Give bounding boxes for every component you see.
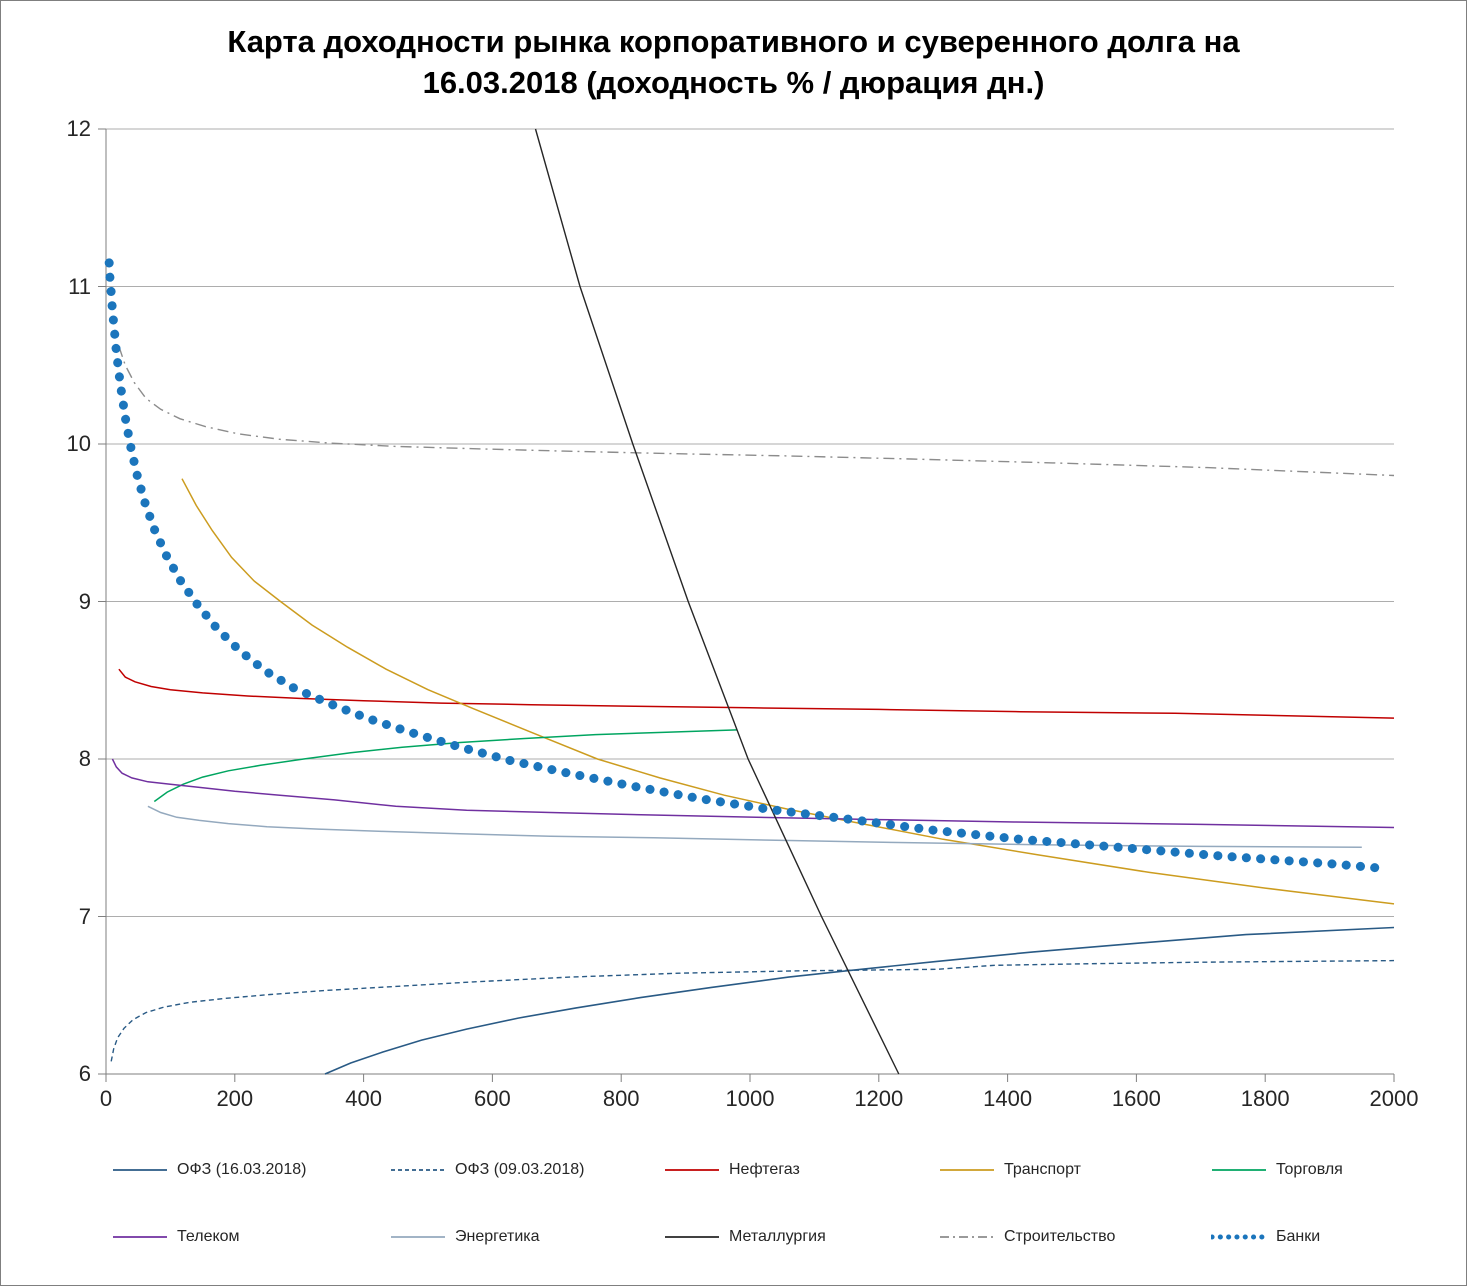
legend-item-ofz-09: ОФЗ (09.03.2018) — [390, 1159, 584, 1181]
legend-marker-transport-icon — [940, 1169, 994, 1171]
legend-marker-metallurgiya-icon — [665, 1236, 719, 1238]
y-tick-label-11: 11 — [68, 273, 91, 299]
x-tick-label-600: 600 — [474, 1086, 511, 1111]
x-tick-label-0: 0 — [99, 1086, 113, 1111]
y-tick-label-6: 6 — [78, 1061, 91, 1086]
x-tick-label-200: 200 — [216, 1086, 254, 1111]
legend-label-energetika: Энергетика — [455, 1228, 540, 1245]
x-tick-label-800: 800 — [602, 1086, 640, 1111]
legend-item-neftegaz: Нефтегаз — [664, 1159, 800, 1181]
legend-label-telekom: Телеком — [177, 1228, 240, 1245]
legend-label-metallurgiya: Металлургия — [729, 1228, 826, 1245]
legend-marker-banki-icon — [1211, 1234, 1267, 1240]
legend-marker-stroitelstvo-icon — [940, 1236, 994, 1238]
series-line-metallurgiya — [534, 128, 900, 1075]
legend-item-transport: Транспорт — [939, 1159, 1081, 1181]
series-line-stroitelstvo — [118, 346, 1395, 477]
series-line-ofz-16 — [324, 926, 1395, 1075]
y-tick-label-10: 10 — [66, 431, 91, 456]
legend-label-torgovlya: Торговля — [1276, 1161, 1343, 1178]
legend-label-banki: Банки — [1276, 1228, 1321, 1245]
legend-marker-telekom-icon — [113, 1236, 167, 1238]
legend-marker-torgovlya-icon — [1212, 1169, 1266, 1171]
legend-item-banki: Банки — [1211, 1226, 1320, 1248]
chart-title: Карта доходности рынка корпоративного и … — [1, 21, 1466, 103]
series-line-ofz-09 — [110, 959, 1395, 1062]
y-tick-label-7: 7 — [78, 903, 91, 929]
legend-label-stroitelstvo: Строительство — [1004, 1228, 1116, 1245]
x-tick-label-1800: 1800 — [1240, 1086, 1290, 1111]
series-line-transport — [181, 478, 1395, 905]
series-line-banki — [104, 258, 1389, 873]
x-tick-label-1600: 1600 — [1111, 1086, 1161, 1111]
legend-marker-energetika-icon — [391, 1236, 445, 1238]
legend-item-telekom: Телеком — [112, 1226, 240, 1248]
legend-marker-neftegaz-icon — [665, 1169, 719, 1171]
x-tick-label-1200: 1200 — [854, 1086, 904, 1111]
series-line-torgovlya — [153, 729, 738, 803]
legend-label-neftegaz: Нефтегаз — [729, 1161, 800, 1178]
x-tick-label-400: 400 — [345, 1086, 382, 1111]
x-tick-label-1000: 1000 — [725, 1086, 775, 1111]
legend-item-metallurgiya: Металлургия — [664, 1226, 826, 1248]
x-tick-label-2000: 2000 — [1369, 1086, 1419, 1111]
y-tick-label-9: 9 — [78, 588, 91, 614]
y-tick-label-12: 12 — [66, 116, 91, 141]
legend-marker-ofz-16-icon — [113, 1169, 167, 1171]
y-tick-label-8: 8 — [78, 746, 91, 771]
legend-label-ofz-09: ОФЗ (09.03.2018) — [455, 1161, 585, 1178]
legend-item-energetika: Энергетика — [390, 1226, 540, 1248]
legend-marker-ofz-09-icon — [391, 1169, 445, 1171]
legend-label-ofz-16: ОФЗ (16.03.2018) — [177, 1161, 307, 1178]
legend-item-stroitelstvo: Строительство — [939, 1226, 1115, 1248]
series-line-energetika — [147, 805, 1362, 848]
series-line-neftegaz — [118, 668, 1395, 719]
chart-title-line-2: 16.03.2018 (доходность % / дюрация дн.) — [422, 65, 1045, 101]
chart-title-line-1: Карта доходности рынка корпоративного и … — [227, 24, 1240, 59]
x-tick-label-1400: 1400 — [983, 1086, 1033, 1111]
legend-item-torgovlya: Торговля — [1211, 1159, 1343, 1181]
legend-label-transport: Транспорт — [1004, 1161, 1081, 1178]
legend-item-ofz-16: ОФЗ (16.03.2018) — [112, 1159, 306, 1181]
